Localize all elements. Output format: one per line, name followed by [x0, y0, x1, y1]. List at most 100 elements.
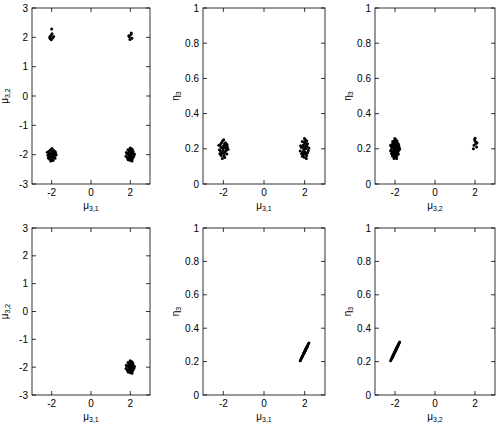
point [220, 141, 223, 144]
x-tick-label: -2 [219, 187, 228, 198]
x-tick [51, 8, 52, 12]
y-tick [321, 43, 325, 44]
x-tick [475, 228, 476, 232]
x-tick [435, 228, 436, 232]
y-tick-label: 0 [365, 390, 371, 401]
x-tick [304, 228, 305, 232]
y-tick [203, 395, 207, 396]
y-tick [32, 125, 36, 126]
x-tick-label: 0 [88, 187, 94, 198]
y-tick-label: 0.6 [185, 73, 199, 84]
y-tick [32, 395, 36, 396]
point [299, 359, 302, 362]
x-tick [475, 180, 476, 184]
x-axis-label: μ3,1 [256, 200, 272, 212]
x-tick [395, 228, 396, 232]
point [395, 139, 398, 142]
y-tick [32, 283, 36, 284]
point [398, 148, 401, 151]
x-tick [223, 228, 224, 232]
point [49, 160, 52, 163]
point [130, 153, 133, 156]
y-axis-label: η3 [170, 307, 182, 317]
point [55, 153, 58, 156]
y-tick-label: 0.6 [185, 289, 199, 300]
y-tick [375, 43, 379, 44]
y-tick [32, 339, 36, 340]
y-tick [203, 43, 207, 44]
point [394, 152, 397, 155]
point [299, 358, 302, 361]
y-tick [491, 8, 495, 9]
point [47, 156, 50, 159]
point [392, 354, 395, 357]
figure: -202-3-2-10123μ3,1μ3,2-20200.20.40.60.81… [0, 0, 500, 424]
y-tick-label: 0.6 [357, 289, 371, 300]
x-tick-label: 0 [261, 187, 267, 198]
y-tick-label: 2 [22, 250, 28, 261]
point [306, 151, 309, 154]
point [127, 152, 130, 155]
x-tick-label: 2 [128, 398, 134, 409]
y-tick [146, 367, 150, 368]
point [133, 153, 136, 156]
point [130, 31, 133, 34]
x-tick [51, 180, 52, 184]
x-tick-label: 2 [472, 398, 478, 409]
point [392, 141, 395, 144]
x-tick [304, 391, 305, 395]
point [303, 350, 306, 353]
point [128, 38, 131, 41]
y-tick [321, 78, 325, 79]
y-tick [203, 148, 207, 149]
y-tick-label: 1 [193, 3, 199, 14]
y-tick [375, 328, 379, 329]
point [127, 158, 130, 161]
point [307, 146, 310, 149]
point [222, 144, 225, 147]
x-tick [475, 391, 476, 395]
y-axis-label: μ3,2 [0, 88, 11, 104]
point [389, 144, 392, 147]
y-tick [491, 148, 495, 149]
x-axis-label: μ3,1 [83, 411, 99, 423]
y-tick-label: 0.2 [185, 143, 199, 154]
y-tick-label: 0.4 [185, 323, 199, 334]
point [475, 142, 478, 145]
point [305, 347, 308, 350]
frame [203, 228, 325, 395]
y-tick [321, 361, 325, 362]
point [397, 343, 400, 346]
point [52, 35, 55, 38]
point [225, 143, 228, 146]
y-tick [146, 311, 150, 312]
x-tick [130, 180, 131, 184]
y-tick-label: 0.4 [185, 108, 199, 119]
point [127, 365, 130, 368]
y-tick [146, 339, 150, 340]
y-axis-label: η3 [342, 91, 354, 101]
y-tick-label: 3 [22, 223, 28, 234]
y-tick [321, 148, 325, 149]
x-tick [304, 180, 305, 184]
y-tick [32, 255, 36, 256]
x-tick [435, 8, 436, 12]
point [301, 355, 304, 358]
y-tick [321, 8, 325, 9]
x-axis-label: μ3,2 [427, 200, 443, 212]
point [127, 34, 130, 37]
y-tick [321, 228, 325, 229]
panel: -202-3-2-10123μ3,1μ3,2 [0, 223, 150, 424]
point [393, 157, 396, 160]
y-tick [32, 154, 36, 155]
y-tick-label: 0.2 [357, 143, 371, 154]
point [301, 146, 304, 149]
x-tick-label: 0 [88, 398, 94, 409]
y-tick [146, 184, 150, 185]
x-tick [130, 391, 131, 395]
points [389, 137, 478, 160]
x-tick [435, 391, 436, 395]
y-tick [491, 228, 495, 229]
y-tick [491, 361, 495, 362]
point [476, 141, 479, 144]
